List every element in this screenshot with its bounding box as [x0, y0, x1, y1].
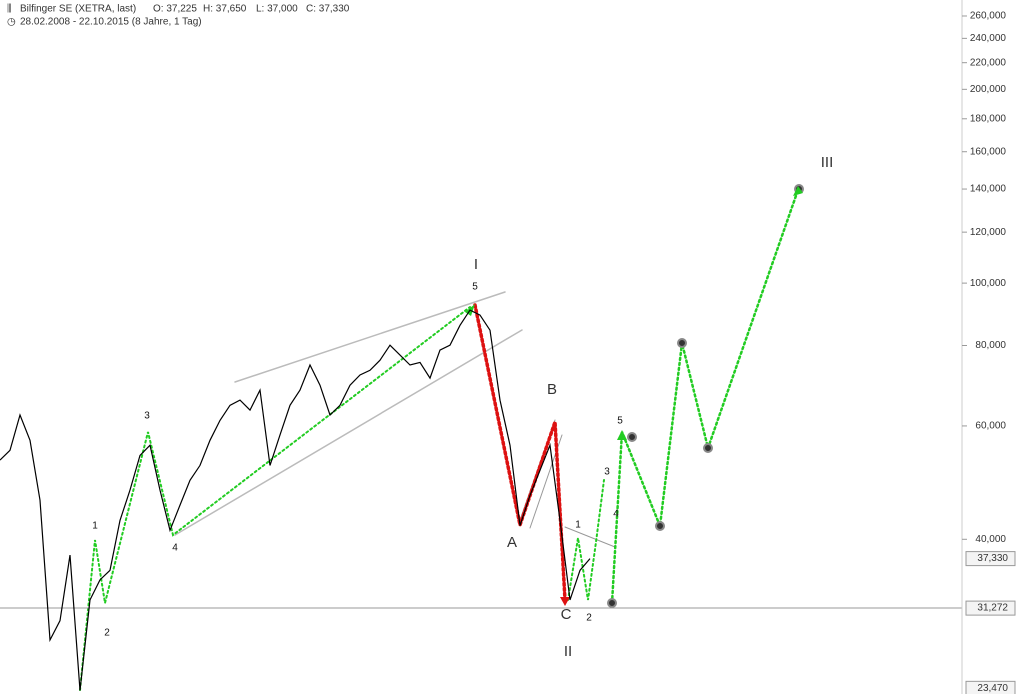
wave-label: III	[821, 154, 834, 171]
clock-icon: ◷	[7, 17, 16, 28]
wave-label: 1	[575, 520, 581, 531]
price-line	[0, 309, 591, 691]
wave-label: B	[547, 381, 557, 398]
wave-label: 3	[604, 467, 610, 478]
y-tick-label: 260,000	[970, 11, 1007, 22]
y-tick-label: 200,000	[970, 84, 1007, 95]
wave-label: 5	[617, 416, 623, 427]
y-tick-label: 120,000	[970, 227, 1007, 238]
y-tick-label: 60,000	[975, 421, 1006, 432]
wave-label: A	[507, 534, 517, 551]
wave-label: 2	[586, 613, 592, 624]
ohlc-stat: L: 37,000	[256, 4, 298, 15]
price-label: 37,330	[977, 553, 1008, 564]
wave-label: II	[564, 643, 572, 660]
y-tick-label: 240,000	[970, 33, 1007, 44]
ohlc-stat: O: 37,225	[153, 4, 197, 15]
wave-overlay	[79, 184, 804, 691]
ohlc-stat: C: 37,330	[306, 4, 350, 15]
y-tick-label: 40,000	[975, 534, 1006, 545]
price-box	[965, 551, 1016, 567]
wave-label: 1	[92, 521, 98, 532]
icon: ⫼	[7, 4, 12, 15]
y-tick-label: 160,000	[970, 146, 1007, 157]
wave-label: I	[474, 256, 478, 273]
y-tick-label: 180,000	[970, 113, 1007, 124]
wave-label: 4	[613, 509, 619, 520]
chart-title: Bilfinger SE (XETRA, last)	[20, 4, 136, 15]
y-tick-label: 80,000	[975, 340, 1006, 351]
wave-label: 4	[172, 543, 178, 554]
price-label: 23,470	[977, 683, 1008, 694]
wave-label: 2	[104, 628, 110, 639]
y-tick-label: 220,000	[970, 57, 1007, 68]
wave-label: 3	[144, 411, 150, 422]
y-tick-label: 140,000	[970, 184, 1007, 195]
price-box	[965, 600, 1016, 616]
chart-subtitle: 28.02.2008 - 22.10.2015 (8 Jahre, 1 Tag)	[20, 17, 202, 28]
ohlc-stat: H: 37,650	[203, 4, 247, 15]
price-label: 31,272	[977, 603, 1008, 614]
wave-label: C	[561, 606, 572, 623]
y-tick-label: 100,000	[970, 278, 1007, 289]
price-box	[965, 680, 1016, 694]
wave-label: 5	[472, 282, 478, 293]
